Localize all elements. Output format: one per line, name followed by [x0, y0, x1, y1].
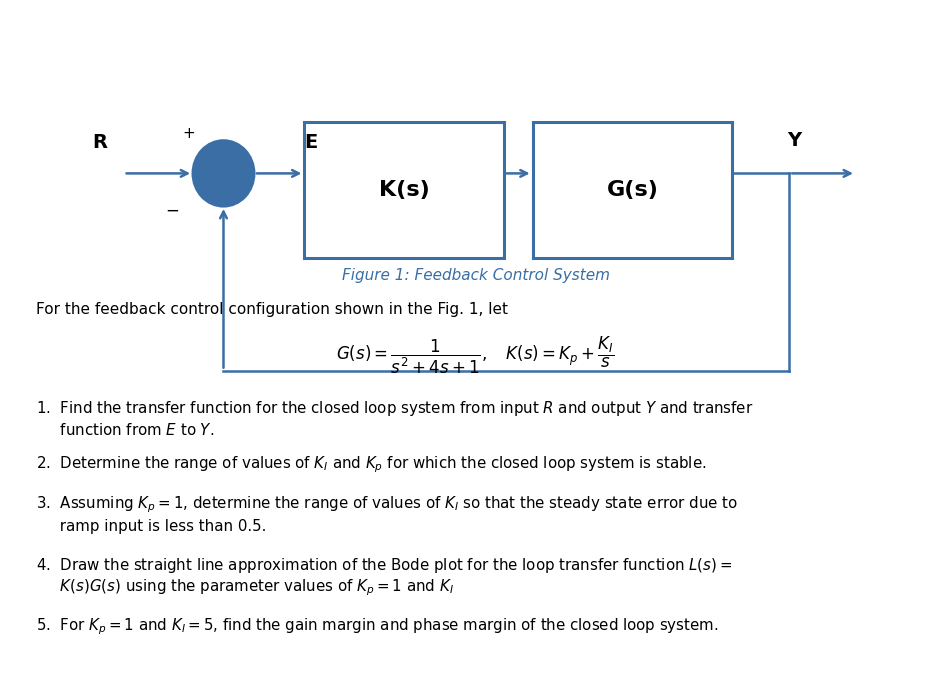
Text: 3.  Assuming $K_p = 1$, determine the range of values of $K_I$ so that the stead: 3. Assuming $K_p = 1$, determine the ran… [36, 494, 738, 515]
Bar [304, 122, 504, 258]
Text: $G(s) = \dfrac{1}{s^2 + 4s + 1}, \quad K(s) = K_p + \dfrac{K_I}{s}$: $G(s) = \dfrac{1}{s^2 + 4s + 1}, \quad K… [336, 335, 615, 375]
Text: Y: Y [787, 131, 801, 150]
Text: ramp input is less than 0.5.: ramp input is less than 0.5. [36, 519, 266, 534]
Text: Figure 1: Feedback Control System: Figure 1: Feedback Control System [341, 268, 610, 283]
Text: 2.  Determine the range of values of $K_I$ and $K_p$ for which the closed loop s: 2. Determine the range of values of $K_I… [36, 455, 707, 475]
Text: 4.  Draw the straight line approximation of the Bode plot for the loop transfer : 4. Draw the straight line approximation … [36, 556, 732, 575]
Text: For the feedback control configuration shown in the Fig. 1, let: For the feedback control configuration s… [36, 302, 508, 317]
Text: $-$: $-$ [165, 201, 179, 218]
Text: R: R [92, 133, 107, 152]
Text: G(s): G(s) [607, 180, 658, 201]
Text: $K(s)G(s)$ using the parameter values of $K_p = 1$ and $K_I$: $K(s)G(s)$ using the parameter values of… [36, 577, 454, 598]
Text: 5.  For $K_p = 1$ and $K_I = 5$, find the gain margin and phase margin of the cl: 5. For $K_p = 1$ and $K_I = 5$, find the… [36, 617, 719, 637]
Ellipse shape [193, 141, 254, 206]
Text: function from $E$ to $Y$.: function from $E$ to $Y$. [36, 422, 214, 438]
Text: K(s): K(s) [378, 180, 430, 201]
Text: 1.  Find the transfer function for the closed loop system from input $R$ and out: 1. Find the transfer function for the cl… [36, 398, 753, 418]
Text: E: E [304, 133, 318, 152]
Bar [533, 122, 732, 258]
Text: +: + [182, 126, 195, 141]
